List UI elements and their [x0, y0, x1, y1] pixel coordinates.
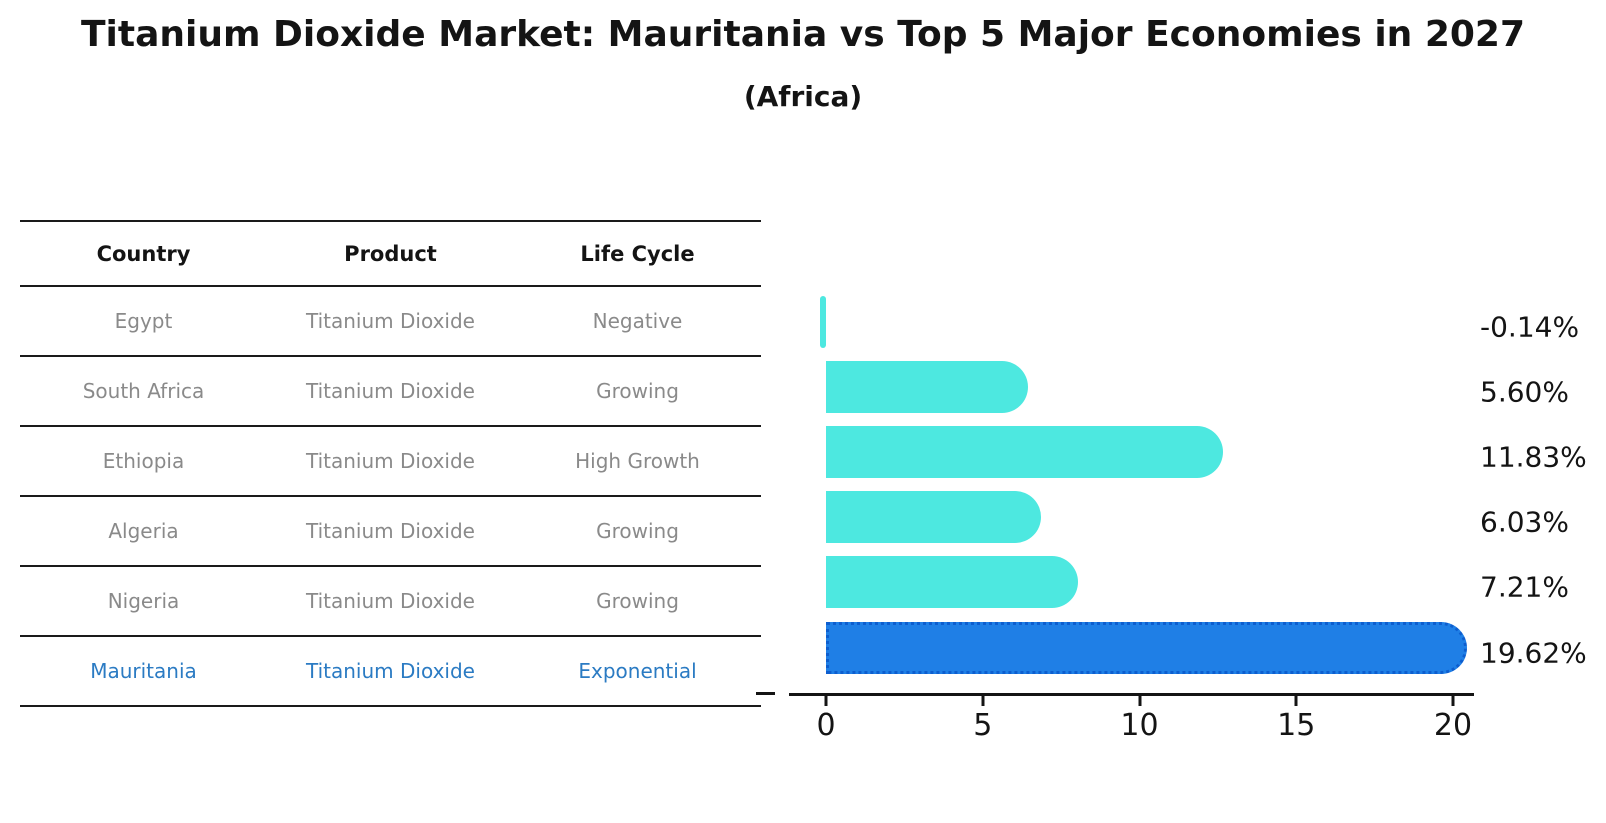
data-table: Country Product Life Cycle Egypt Titaniu… — [20, 220, 761, 707]
x-tick-label: 5 — [973, 708, 993, 743]
table-header-product: Product — [344, 241, 437, 266]
value-label-south-africa: 5.60% — [1480, 375, 1569, 409]
cell-product: Titanium Dioxide — [306, 449, 475, 473]
cell-life-cycle: High Growth — [575, 449, 700, 473]
cell-product: Titanium Dioxide — [306, 589, 475, 613]
x-tick-mark — [1451, 696, 1455, 706]
table-header-row: Country Product Life Cycle — [20, 222, 761, 287]
x-tick-label: 20 — [1433, 708, 1473, 743]
x-tick-label: 15 — [1277, 708, 1316, 743]
cell-product: Titanium Dioxide — [306, 379, 475, 403]
bar-egypt — [820, 296, 826, 348]
cell-life-cycle: Growing — [596, 379, 679, 403]
bar-nigeria — [826, 556, 1079, 608]
cell-country: South Africa — [82, 379, 205, 403]
x-tick-label: 0 — [816, 708, 836, 743]
x-axis-line — [789, 693, 1474, 696]
table-row-algeria: Algeria Titanium Dioxide Growing — [20, 497, 761, 567]
table-row-nigeria: Nigeria Titanium Dioxide Growing — [20, 567, 761, 637]
cell-product: Titanium Dioxide — [306, 519, 475, 543]
table-header-life-cycle: Life Cycle — [580, 241, 695, 266]
cell-country: Egypt — [114, 309, 173, 333]
x-tick-mark — [1294, 696, 1298, 706]
table-row-south-africa: South Africa Titanium Dioxide Growing — [20, 357, 761, 427]
x-axis-sketch-dash — [756, 692, 775, 695]
value-label-nigeria: 7.21% — [1480, 570, 1569, 604]
table-row-egypt: Egypt Titanium Dioxide Negative — [20, 287, 761, 357]
bar-south-africa — [826, 361, 1028, 413]
x-tick-mark — [981, 696, 985, 706]
bar-mauritania — [826, 622, 1468, 674]
table-row-ethiopia: Ethiopia Titanium Dioxide High Growth — [20, 427, 761, 497]
page-subtitle: (Africa) — [743, 80, 863, 113]
value-label-egypt: -0.14% — [1480, 310, 1580, 344]
bar-ethiopia — [826, 426, 1223, 478]
table-header-country: Country — [96, 241, 191, 266]
cell-country: Algeria — [108, 519, 179, 543]
cell-life-cycle: Growing — [596, 589, 679, 613]
bar-algeria — [826, 491, 1042, 543]
value-label-mauritania: 19.62% — [1480, 636, 1587, 670]
value-label-algeria: 6.03% — [1480, 505, 1569, 539]
cell-life-cycle: Exponential — [578, 659, 697, 683]
cell-life-cycle: Growing — [596, 519, 679, 543]
cell-country: Ethiopia — [102, 449, 185, 473]
x-tick-mark — [824, 696, 828, 706]
table-row-mauritania: Mauritania Titanium Dioxide Exponential — [20, 637, 761, 707]
x-tick-label: 10 — [1120, 708, 1159, 743]
page-title: Titanium Dioxide Market: Mauritania vs T… — [80, 14, 1526, 55]
value-label-ethiopia: 11.83% — [1480, 440, 1587, 474]
cell-product: Titanium Dioxide — [306, 659, 475, 683]
cell-life-cycle: Negative — [592, 309, 683, 333]
cell-country: Mauritania — [90, 659, 197, 683]
cell-country: Nigeria — [107, 589, 180, 613]
x-tick-mark — [1138, 696, 1141, 706]
cell-product: Titanium Dioxide — [306, 309, 475, 333]
